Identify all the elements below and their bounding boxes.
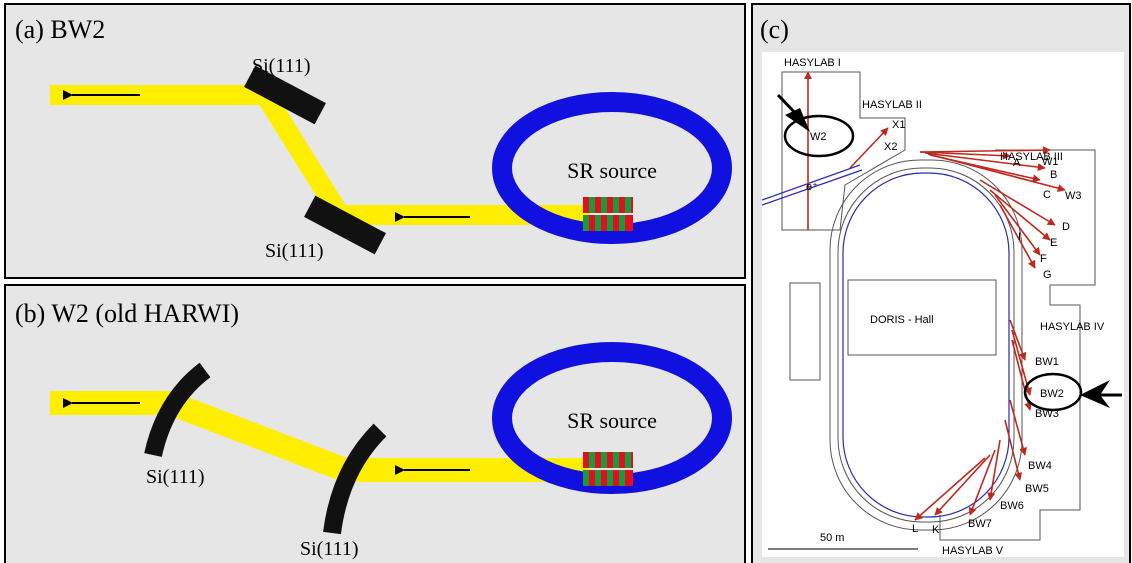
page: {"panel_a": {"label": "(a) BW2", "crysta… <box>0 0 1132 563</box>
station-label: X1 <box>892 119 905 131</box>
figure: (a) BW2 Si(111) Si(111) SR source (b) W2… <box>0 0 1132 563</box>
panel-label: (b) W2 (old HARWI) <box>15 299 239 328</box>
hasylab: HASYLAB V <box>942 545 1004 557</box>
crystal-label: Si(111) <box>146 466 205 488</box>
hasylab: HASYLAB I <box>784 57 841 69</box>
station-label: BW7 <box>968 518 992 530</box>
source-label: SR source <box>567 158 657 183</box>
station-label: E <box>1050 237 1057 249</box>
station-label: W3 <box>1065 190 1082 202</box>
station-label: F <box>1040 253 1047 265</box>
station-label: W1 <box>1042 156 1059 168</box>
station-label: BW3 <box>1035 408 1059 420</box>
panel-a: (a) BW2 Si(111) Si(111) SR source <box>5 4 745 278</box>
station-label: G <box>1043 269 1052 281</box>
panel-c: (c) HASYLAB I <box>752 4 1130 563</box>
station-label: A <box>1013 157 1021 169</box>
hasylab: HASYLAB IV <box>1040 321 1105 333</box>
station-label: W2 <box>810 131 827 143</box>
station-label: BW4 <box>1028 460 1052 472</box>
crystal-label: Si(111) <box>265 240 324 262</box>
crystal-label: Si(111) <box>252 55 311 77</box>
panel-label: (c) <box>760 15 789 44</box>
station-label: BW5 <box>1025 483 1049 495</box>
panel-b: (b) W2 (old HARWI) Si(111) Si(111) SR so… <box>5 285 745 563</box>
crystal-label: Si(111) <box>300 538 359 560</box>
hall-label: DORIS - Hall <box>870 314 934 326</box>
station-label: B <box>1050 169 1057 181</box>
station-label: C <box>1043 189 1051 201</box>
station-label: BW1 <box>1035 356 1059 368</box>
panel-label: (a) BW2 <box>15 15 105 44</box>
station-label: L <box>912 523 918 535</box>
scale-label: 50 m <box>820 532 844 544</box>
station-label: D <box>1062 221 1070 233</box>
source-label: SR source <box>567 408 657 433</box>
station-label: I <box>1018 231 1021 243</box>
station-label: K <box>932 524 940 536</box>
station-label: BW2 <box>1040 388 1064 400</box>
station-label: X2 <box>884 141 897 153</box>
hasylab: HASYLAB II <box>862 99 922 111</box>
station-label: BW6 <box>1000 500 1024 512</box>
beam-label: e⁺ <box>806 181 818 193</box>
